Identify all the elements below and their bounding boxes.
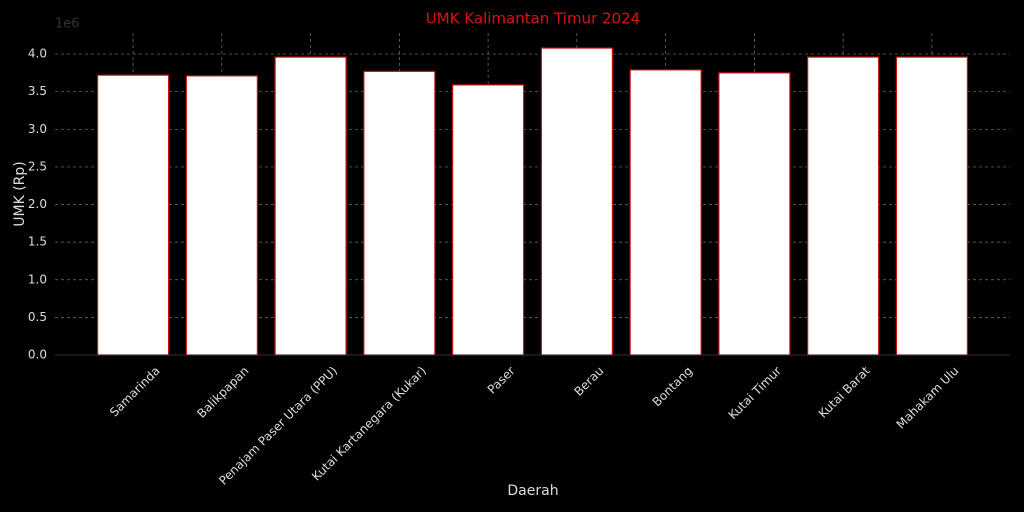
y-tick-label: 0.0: [28, 348, 47, 362]
bar: [274, 56, 347, 356]
y-tick-label: 2.0: [28, 197, 47, 211]
bar: [718, 72, 791, 356]
bar: [629, 69, 702, 356]
y-tick-label: 3.5: [28, 84, 47, 98]
y-tick-label: 2.5: [28, 159, 47, 173]
y-offset-label: 1e6: [55, 17, 80, 32]
y-tick-label: 4.0: [28, 47, 47, 61]
y-tick-label: 1.0: [28, 272, 47, 286]
x-axis-label: Daerah: [507, 483, 558, 499]
chart-title: UMK Kalimantan Timur 2024: [426, 10, 640, 28]
bar: [895, 56, 968, 356]
y-axis-label: UMK (Rp): [12, 161, 28, 227]
bar: [185, 75, 258, 356]
y-tick-label: 1.5: [28, 235, 47, 249]
bar: [807, 56, 880, 356]
y-tick-label: 3.0: [28, 122, 47, 136]
bar: [363, 70, 436, 356]
bar: [452, 84, 525, 356]
y-tick-label: 0.5: [28, 310, 47, 324]
bar: [97, 74, 170, 356]
bar: [540, 47, 613, 356]
